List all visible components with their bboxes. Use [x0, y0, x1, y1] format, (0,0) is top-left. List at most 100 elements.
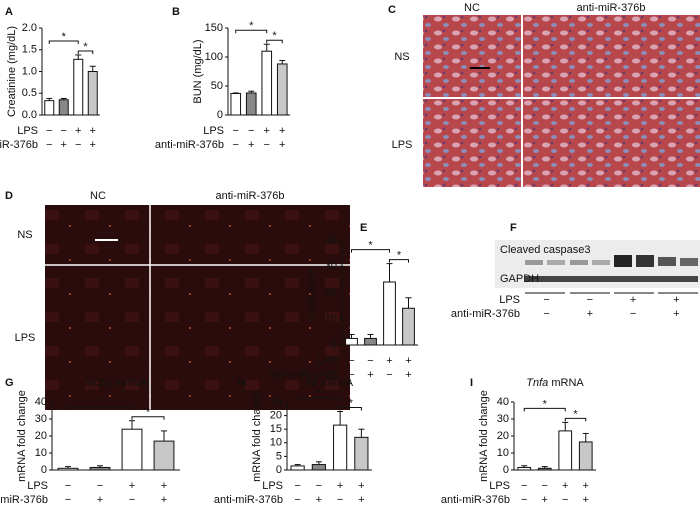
row-label: LPS	[15, 332, 36, 344]
condition-sign: −	[367, 355, 373, 367]
condition-sign: +	[673, 308, 679, 320]
y-axis-label: BUN (mg/dL)	[192, 39, 204, 103]
condition-sign: +	[673, 294, 679, 306]
condition-sign: −	[316, 480, 322, 492]
bar	[345, 337, 358, 346]
bar	[57, 467, 79, 471]
column-label: anti-miR-376b	[215, 190, 284, 202]
band-label: Cleaved caspase3	[500, 244, 591, 256]
condition-sign: −	[233, 125, 239, 137]
y-tick-label: 40	[35, 396, 47, 408]
y-tick-label: 0	[276, 464, 282, 476]
y-tick-label: 100	[205, 51, 223, 63]
bar	[261, 50, 273, 116]
significance-bracket	[389, 259, 409, 263]
condition-sign: +	[97, 494, 103, 506]
y-tick-label: 10	[497, 447, 509, 459]
bar	[230, 93, 242, 116]
condition-sign: −	[542, 480, 548, 492]
condition-label: LPS	[317, 355, 338, 367]
condition-sign: +	[75, 125, 81, 137]
y-axis-label: mRNA fold change	[251, 390, 263, 482]
condition-sign: −	[264, 139, 270, 151]
y-tick-label: 20	[35, 430, 47, 442]
title-suffix: mRNA	[321, 377, 354, 389]
condition-sign: +	[337, 480, 343, 492]
condition-sign: −	[97, 480, 103, 492]
significance-label: *	[98, 397, 103, 409]
condition-label: anti-miR-376b	[214, 494, 283, 506]
condition-sign: −	[348, 369, 354, 381]
condition-sign: +	[248, 139, 254, 151]
condition-sign: +	[129, 480, 135, 492]
gene-name: Tnfa	[526, 377, 548, 389]
y-tick-label: 0.0	[22, 109, 37, 121]
condition-sign: +	[161, 480, 167, 492]
y-axis-label: mRNA fold change	[478, 390, 490, 482]
title-suffix: mRNA	[551, 377, 584, 389]
significance-bracket	[297, 397, 341, 401]
row-label: NS	[17, 229, 32, 241]
condition-sign: +	[630, 294, 636, 306]
condition-label: LPS	[17, 125, 38, 137]
condition-sign: −	[129, 494, 135, 506]
condition-sign: −	[65, 480, 71, 492]
bar	[578, 441, 593, 471]
panel-letter: D	[5, 190, 13, 202]
panel-letter: A	[5, 6, 13, 18]
bar	[558, 430, 573, 471]
condition-sign: +	[386, 355, 392, 367]
significance-label: *	[62, 31, 67, 43]
gene-name: Il6	[306, 377, 319, 389]
condition-sign: +	[542, 494, 548, 506]
significance-label: *	[349, 397, 354, 409]
condition-sign: +	[90, 125, 96, 137]
condition-sign: +	[587, 308, 593, 320]
y-tick-label: 15	[270, 423, 282, 435]
condition-sign: −	[543, 308, 549, 320]
condition-sign: −	[248, 125, 254, 137]
y-tick-label: 30	[325, 260, 337, 272]
condition-sign: +	[316, 494, 322, 506]
micrograph	[423, 15, 700, 187]
bar	[311, 464, 326, 471]
y-tick-label: 0	[503, 464, 509, 476]
y-tick-label: 10	[35, 447, 47, 459]
panel-letter: C	[388, 4, 396, 16]
bar	[537, 467, 552, 471]
significance-bracket	[48, 40, 79, 44]
significance-label: *	[368, 240, 373, 252]
condition-label: anti-miR-376b	[0, 494, 48, 506]
condition-label: LPS	[27, 480, 48, 492]
condition-label: LPS	[262, 480, 283, 492]
significance-bracket	[131, 416, 165, 420]
condition-sign: −	[65, 494, 71, 506]
bar	[402, 307, 415, 346]
condition-sign: −	[46, 139, 52, 151]
column-label: NC	[90, 190, 106, 202]
condition-sign: +	[161, 494, 167, 506]
y-tick-label: 1.5	[22, 44, 37, 56]
significance-bracket	[67, 406, 133, 410]
bar	[44, 100, 55, 116]
condition-sign: −	[348, 355, 354, 367]
bar	[333, 424, 348, 471]
condition-sign: −	[521, 480, 527, 492]
y-axis-label: mRNA fold change	[16, 390, 28, 482]
condition-sign: −	[294, 480, 300, 492]
significance-bracket	[339, 407, 362, 411]
condition-label: anti-miR-376b	[451, 308, 520, 320]
panel-letter: I	[470, 377, 473, 389]
title-suffix: mRNA	[115, 377, 148, 389]
significance-bracket	[523, 407, 566, 412]
condition-label: anti-miR-376b	[155, 139, 224, 151]
chart-title: Mcp1 mRNA	[85, 377, 148, 389]
y-tick-label: 20	[497, 430, 509, 442]
y-tick-label: 50	[211, 80, 223, 92]
condition-sign: −	[386, 369, 392, 381]
y-tick-label: 0.5	[22, 87, 37, 99]
bar	[276, 63, 288, 116]
condition-label: LPS	[203, 125, 224, 137]
y-tick-label: 2.0	[22, 22, 37, 34]
